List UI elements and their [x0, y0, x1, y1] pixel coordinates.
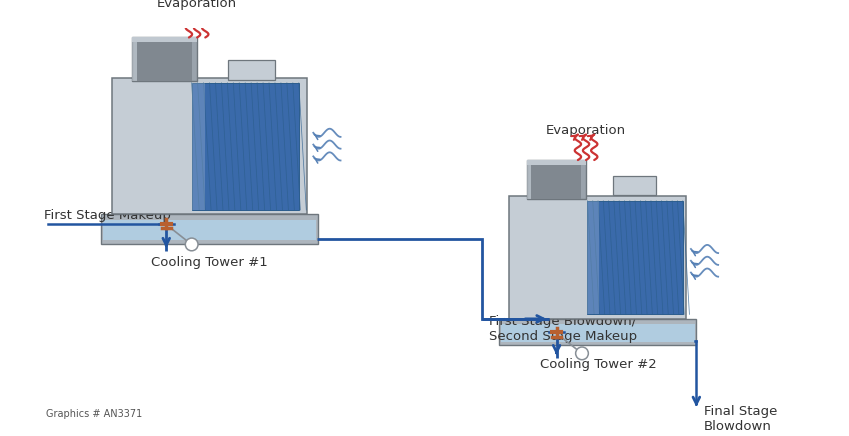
Bar	[526, 160, 531, 199]
Bar	[531, 163, 581, 199]
Bar	[138, 40, 192, 81]
Circle shape	[576, 347, 588, 360]
Bar	[526, 160, 586, 199]
Bar	[501, 324, 694, 341]
Bar	[588, 201, 599, 314]
Text: First Stage Blowdown/
Second Stage Makeup: First Stage Blowdown/ Second Stage Makeu…	[489, 315, 638, 343]
Text: Cooling Tower #2: Cooling Tower #2	[539, 358, 656, 371]
Text: First Stage Makeup: First Stage Makeup	[43, 209, 171, 222]
Bar	[499, 319, 696, 345]
Text: Cooling Tower #1: Cooling Tower #1	[151, 256, 267, 269]
Text: Graphics # AN3371: Graphics # AN3371	[47, 409, 143, 419]
Bar	[103, 220, 316, 240]
Bar	[101, 215, 318, 244]
Bar	[588, 201, 683, 314]
Bar	[132, 37, 197, 42]
Bar	[112, 78, 307, 215]
Text: Evaporation: Evaporation	[546, 124, 627, 137]
Text: Evaporation: Evaporation	[157, 0, 237, 10]
Bar	[228, 60, 275, 80]
Bar	[192, 83, 299, 210]
Bar	[192, 83, 205, 210]
Circle shape	[185, 238, 198, 251]
Bar	[526, 160, 586, 164]
Bar	[132, 37, 197, 81]
Bar	[613, 176, 655, 194]
Text: Final Stage
Blowdown: Final Stage Blowdown	[704, 405, 777, 433]
Bar	[132, 37, 138, 81]
Bar	[509, 196, 686, 319]
